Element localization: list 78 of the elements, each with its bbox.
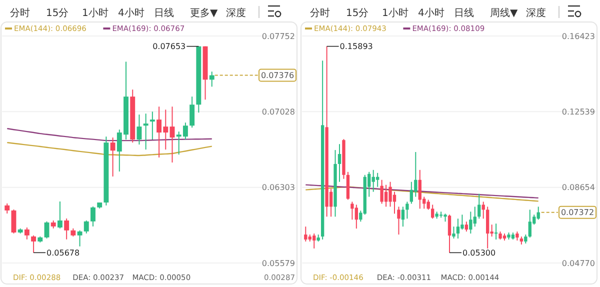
candlestick xyxy=(57,200,62,229)
candlestick xyxy=(312,233,316,249)
candlestick xyxy=(473,206,476,228)
y-tick-label: 0.04770 xyxy=(562,258,595,268)
candlestick xyxy=(410,181,414,204)
candlestick xyxy=(24,226,30,240)
text: 深度 xyxy=(226,7,246,19)
candlestick xyxy=(388,181,392,208)
text: 1小时 xyxy=(82,7,108,19)
y-tick-label: 0.08654 xyxy=(562,183,595,192)
candlestick xyxy=(528,209,532,238)
candlestick xyxy=(460,214,464,230)
candlestick xyxy=(346,171,350,200)
annotation: 0.05678 xyxy=(46,248,80,258)
y-tick-label: 0.07752 xyxy=(262,32,295,41)
candlestick xyxy=(418,169,422,210)
candlestick xyxy=(494,223,498,240)
candlestick xyxy=(401,206,405,228)
candlestick xyxy=(426,199,430,210)
candlestick xyxy=(469,211,472,234)
ref-line-label: 0.07376 xyxy=(260,71,294,80)
candlestick xyxy=(84,220,89,234)
candlestick xyxy=(350,201,354,220)
y-tick-label: 0.12539 xyxy=(562,107,595,116)
y-tick-label: 0.05579 xyxy=(262,258,295,268)
candlestick xyxy=(110,137,116,178)
text: 深度 xyxy=(526,7,546,19)
candlestick xyxy=(150,111,155,140)
candlestick xyxy=(64,218,70,240)
text: 4小时 xyxy=(118,7,144,19)
text: 1小时 xyxy=(382,7,408,19)
candlestick xyxy=(452,226,456,240)
candlestick xyxy=(209,71,214,88)
text: 日线 xyxy=(454,7,474,19)
text: 周线▼ xyxy=(490,7,518,19)
candlestick xyxy=(90,206,96,227)
text: 分时 xyxy=(310,7,330,19)
text: 4小时 xyxy=(418,7,444,19)
candlestick xyxy=(338,144,342,182)
candlestick xyxy=(448,214,452,254)
annotation: 0.15893 xyxy=(340,42,373,52)
ref-line-label: 0.07372 xyxy=(560,208,594,218)
candlestick xyxy=(4,202,10,214)
candlestick xyxy=(31,234,36,254)
candlestick xyxy=(478,193,481,220)
candlestick xyxy=(536,206,540,220)
candlestick xyxy=(190,96,195,128)
text: 分时 xyxy=(10,7,30,19)
candlestick xyxy=(380,179,384,204)
candlestick xyxy=(456,218,460,240)
line-series xyxy=(6,142,212,156)
candlestick xyxy=(486,206,490,249)
candlestick xyxy=(414,152,418,198)
candlestick xyxy=(430,204,434,220)
annotation: 0.07653 xyxy=(152,42,186,52)
candlestick xyxy=(372,169,375,192)
candlestick xyxy=(44,220,50,239)
text: 15分 xyxy=(346,7,369,19)
text: 更多▼ xyxy=(190,7,218,19)
candlestick xyxy=(136,114,142,146)
y-tick-label: 0.07028 xyxy=(262,107,295,116)
y-tick-label: 0.06303 xyxy=(262,183,295,192)
candlestick xyxy=(384,184,388,208)
text: 15分 xyxy=(46,7,69,19)
annotation: 0.05300 xyxy=(462,248,496,258)
candlestick xyxy=(406,201,409,220)
candlestick xyxy=(304,226,308,242)
y-tick-label: 0.16423 xyxy=(562,32,595,41)
candlestick xyxy=(482,201,485,220)
candlestick xyxy=(170,106,175,164)
candlestick xyxy=(397,206,400,236)
candlestick xyxy=(11,209,16,234)
candlestick xyxy=(143,113,148,150)
candlestick xyxy=(464,221,468,232)
candlestick xyxy=(77,230,82,247)
text: 日线 xyxy=(154,7,174,19)
candlestick xyxy=(354,204,358,230)
candlestick xyxy=(376,172,380,188)
